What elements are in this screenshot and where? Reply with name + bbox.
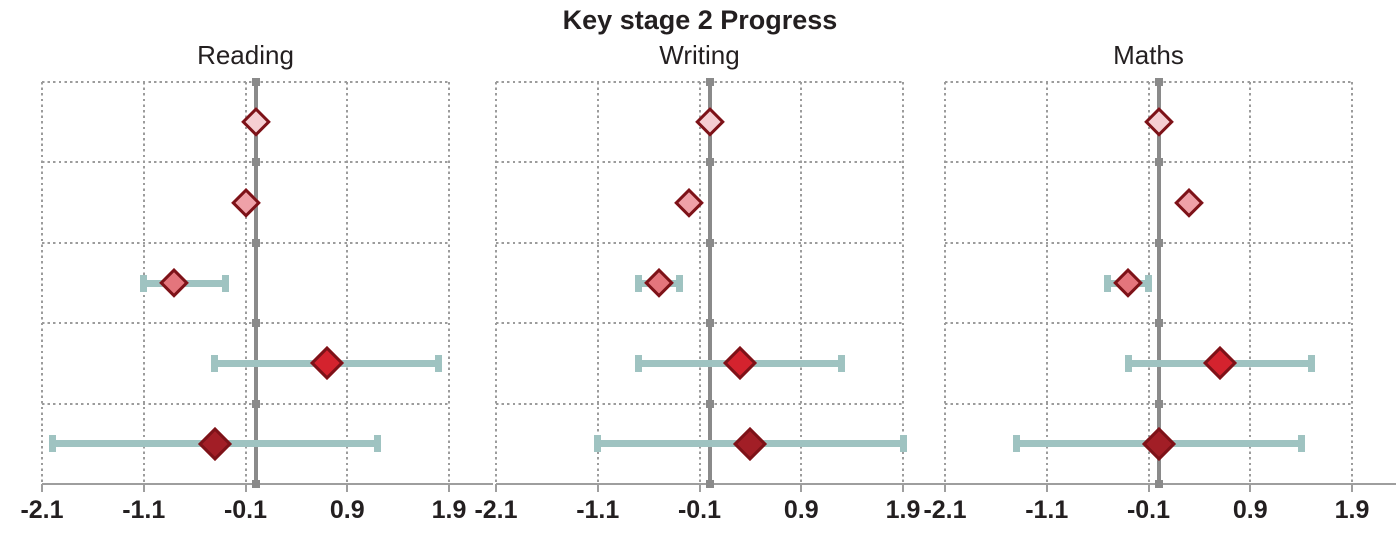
v-gridline (902, 82, 904, 484)
diamond-marker (159, 268, 190, 298)
confidence-interval-cap-right (374, 435, 382, 453)
x-axis-tick (1045, 484, 1048, 492)
diamond-marker (733, 426, 768, 461)
x-axis-line (42, 483, 493, 485)
x-axis-tick (800, 484, 803, 492)
reference-line-nub (251, 158, 260, 167)
confidence-interval-cap-left (634, 354, 642, 372)
confidence-interval-cap-right (221, 274, 229, 292)
x-tick-label: -0.1 (1126, 496, 1171, 524)
v-gridline (800, 82, 803, 484)
x-axis-tick (1249, 484, 1252, 492)
x-axis-line (496, 483, 947, 485)
x-axis-tick (244, 484, 247, 492)
v-gridline (698, 82, 701, 484)
confidence-interval-cap-right (899, 435, 907, 453)
x-tick-label: -0.1 (223, 496, 268, 524)
diamond-marker (309, 346, 344, 381)
x-axis-tick (1147, 484, 1150, 492)
confidence-interval-cap-left (140, 274, 148, 292)
confidence-interval-cap-right (435, 354, 443, 372)
x-tick-label: -1.1 (576, 496, 620, 524)
reference-line-nub (1154, 158, 1163, 167)
reference-line-nub (1154, 399, 1163, 408)
confidence-interval-cap-right (1307, 354, 1315, 372)
confidence-interval-cap-right (675, 274, 683, 292)
chart-title: Key stage 2 Progress (562, 5, 838, 35)
x-axis-tick (1351, 484, 1353, 492)
reference-line (253, 79, 258, 488)
x-tick-label: -2.1 (923, 496, 967, 524)
x-tick-label: -2.1 (20, 496, 64, 524)
x-axis-tick (902, 484, 904, 492)
diamond-marker (1113, 268, 1144, 298)
x-tick-label: 0.9 (783, 496, 819, 524)
confidence-interval-cap-left (211, 354, 219, 372)
x-axis-tick (495, 484, 497, 492)
x-axis-tick (346, 484, 349, 492)
reference-line-nub (1154, 480, 1163, 488)
v-gridline (944, 82, 946, 484)
v-gridline (1351, 82, 1353, 484)
x-axis-tick (596, 484, 599, 492)
reference-line-nub (705, 238, 714, 247)
v-gridline (346, 82, 349, 484)
v-gridline (596, 82, 599, 484)
reference-line-nub (705, 158, 714, 167)
v-gridline (244, 82, 247, 484)
reference-line-nub (705, 319, 714, 328)
x-axis-line (945, 483, 1396, 485)
x-tick-label: -2.1 (474, 496, 518, 524)
x-axis-tick (448, 484, 450, 492)
x-tick-label: -0.1 (677, 496, 722, 524)
reference-line-nub (705, 480, 714, 488)
diamond-marker (643, 268, 674, 298)
confidence-interval-cap-left (1104, 274, 1112, 292)
diamond-marker (1202, 346, 1237, 381)
reference-line-nub (1154, 78, 1163, 86)
v-gridline (1045, 82, 1048, 484)
x-tick-label: -1.1 (122, 496, 166, 524)
diamond-marker (197, 426, 232, 461)
reference-line-nub (705, 78, 714, 86)
x-axis-tick (698, 484, 701, 492)
v-gridline (1249, 82, 1252, 484)
reference-line (1156, 79, 1161, 488)
x-axis-tick (142, 484, 145, 492)
confidence-interval-cap-left (48, 435, 56, 453)
confidence-interval-cap-right (838, 354, 846, 372)
confidence-interval-cap-left (1124, 354, 1132, 372)
diamond-marker (723, 346, 758, 381)
x-tick-label: 0.9 (329, 496, 365, 524)
x-tick-label: 1.9 (431, 496, 467, 524)
panel-title: Maths (1113, 40, 1184, 70)
reference-line (707, 79, 712, 488)
confidence-interval-cap-left (1012, 435, 1020, 453)
panel-title: Writing (659, 40, 740, 70)
reference-line-nub (1154, 238, 1163, 247)
reference-line-nub (1154, 319, 1163, 328)
x-tick-label: 0.9 (1232, 496, 1268, 524)
v-gridline (41, 82, 43, 484)
v-gridline (495, 82, 497, 484)
x-tick-label: -1.1 (1025, 496, 1069, 524)
x-tick-label: 1.9 (885, 496, 921, 524)
panel-title: Reading (197, 40, 294, 70)
diamond-marker (1174, 187, 1205, 218)
confidence-interval-cap-left (594, 435, 602, 453)
reference-line-nub (251, 480, 260, 488)
reference-line-nub (251, 238, 260, 247)
confidence-interval-cap-right (1297, 435, 1305, 453)
confidence-interval-cap-left (634, 274, 642, 292)
reference-line-nub (251, 319, 260, 328)
reference-line-nub (705, 399, 714, 408)
v-gridline (448, 82, 450, 484)
reference-line-nub (251, 78, 260, 86)
x-axis-tick (41, 484, 43, 492)
x-tick-label: 1.9 (1334, 496, 1370, 524)
reference-line-nub (251, 399, 260, 408)
x-axis-tick (944, 484, 946, 492)
confidence-interval-cap-right (1145, 274, 1152, 292)
